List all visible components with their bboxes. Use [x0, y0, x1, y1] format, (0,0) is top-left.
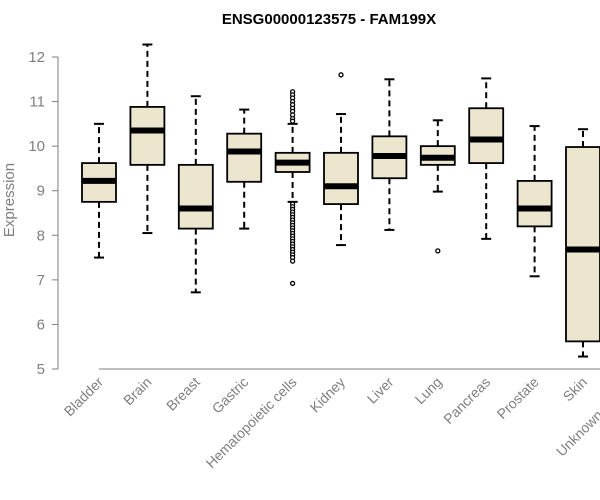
axes: 5 6 7 8 9 10 11 12: [28, 49, 600, 378]
y-tick-label-8: 8: [37, 227, 45, 244]
outlier-hematopoietic-cells-9: [289, 118, 296, 124]
box-kidney: [323, 72, 359, 247]
box-bladder: [81, 122, 117, 259]
box-brain: [129, 43, 166, 235]
y-tick-label-11: 11: [29, 94, 45, 111]
box-body-skin: [565, 146, 600, 343]
box-lung: [419, 119, 456, 254]
plot-area: [81, 43, 600, 358]
y-tick-label-10: 10: [28, 138, 45, 155]
y-tick-label-7: 7: [37, 272, 45, 289]
x-label-breast: Breast: [163, 374, 203, 414]
box-breast: [177, 95, 214, 294]
box-prostate: [516, 125, 553, 278]
outlier-lung-0: [435, 248, 441, 254]
y-tick-label-9: 9: [37, 183, 45, 200]
box-liver: [371, 78, 408, 231]
chart-title: ENSG00000123575 - FAM199X: [222, 11, 436, 28]
x-label-liver: Liver: [364, 374, 397, 407]
outlier-kidney-0: [338, 72, 344, 78]
box-skin: [565, 128, 600, 358]
y-tick-label-6: 6: [37, 316, 45, 333]
y-tick-label-12: 12: [28, 49, 45, 66]
x-label-gastric: Gastric: [209, 374, 252, 417]
x-label-bladder: Bladder: [61, 374, 107, 420]
x-label-prostate: Prostate: [494, 374, 542, 422]
box-body-gastric: [226, 132, 263, 183]
x-label-skin: Skin: [560, 374, 591, 405]
box-body-prostate: [516, 180, 553, 228]
x-label-kidney: Kidney: [307, 374, 349, 416]
y-axis-title: Expression: [1, 163, 18, 237]
box-pancreas: [468, 77, 505, 240]
x-label-brain: Brain: [120, 374, 154, 408]
x-label-hematopoietic-cells: Hematopoietic cells: [203, 374, 300, 471]
outlier-hematopoietic-cells-31: [289, 258, 296, 264]
box-hematopoietic-cells: [274, 89, 311, 287]
box-body-breast: [177, 163, 214, 230]
outlier-hematopoietic-cells-32: [289, 280, 296, 287]
box-body-brain: [129, 106, 166, 166]
x-label-pancreas: Pancreas: [440, 374, 493, 427]
box-body-kidney: [323, 151, 359, 205]
y-tick-label-5: 5: [37, 361, 45, 378]
box-gastric: [226, 108, 263, 230]
x-label-lung: Lung: [412, 374, 445, 407]
box-body-pancreas: [468, 107, 505, 164]
